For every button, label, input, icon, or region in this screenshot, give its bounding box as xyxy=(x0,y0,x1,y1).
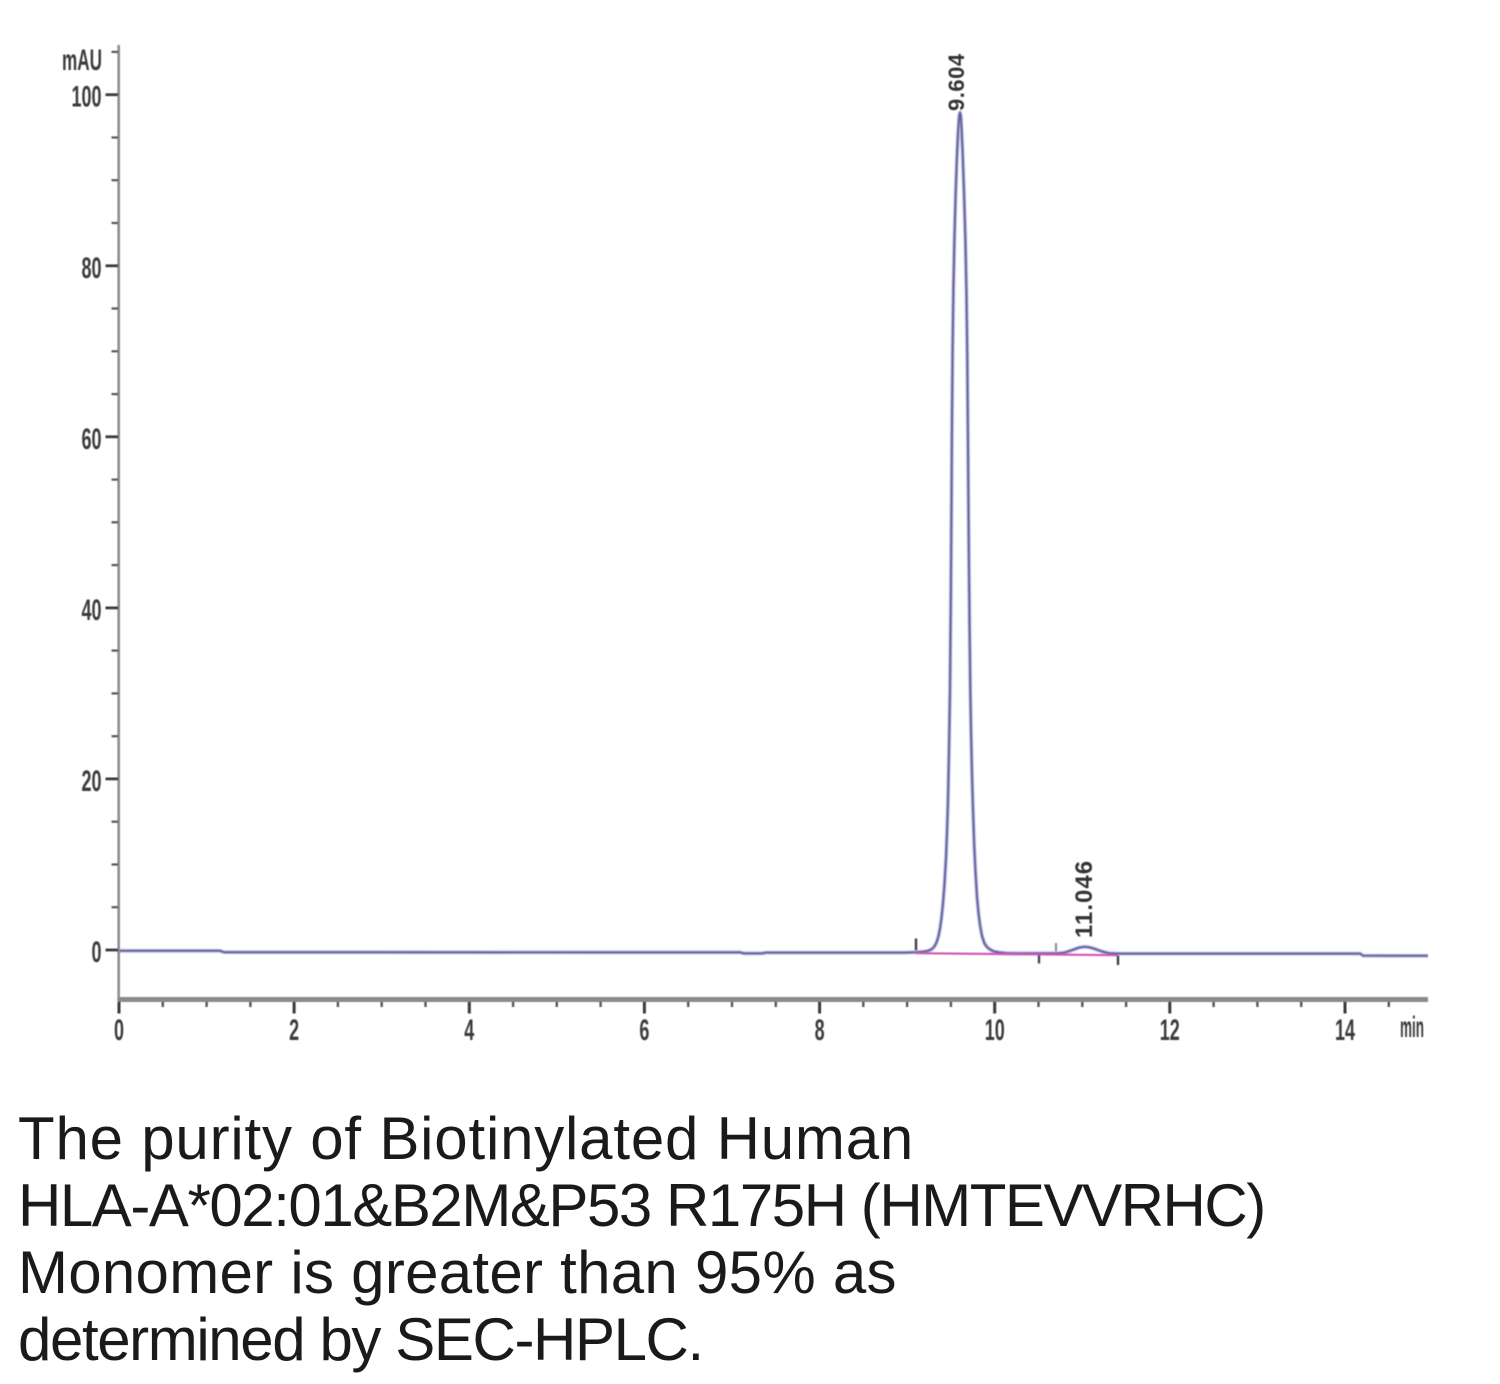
svg-text:100: 100 xyxy=(72,81,102,114)
svg-text:9.604: 9.604 xyxy=(944,53,969,111)
svg-text:0: 0 xyxy=(114,1014,124,1047)
svg-text:20: 20 xyxy=(82,765,102,798)
svg-text:mAU: mAU xyxy=(62,44,102,77)
svg-text:4: 4 xyxy=(464,1014,474,1047)
svg-text:12: 12 xyxy=(1160,1014,1180,1047)
svg-text:11.046: 11.046 xyxy=(1071,860,1098,938)
svg-text:14: 14 xyxy=(1335,1014,1355,1047)
svg-text:2: 2 xyxy=(289,1014,299,1047)
svg-text:80: 80 xyxy=(82,252,102,285)
svg-text:40: 40 xyxy=(82,594,102,627)
svg-text:0: 0 xyxy=(92,936,102,969)
svg-text:min: min xyxy=(1400,1011,1424,1044)
svg-text:10: 10 xyxy=(985,1014,1005,1047)
svg-text:60: 60 xyxy=(82,423,102,456)
svg-text:6: 6 xyxy=(639,1014,649,1047)
svg-text:8: 8 xyxy=(815,1014,825,1047)
